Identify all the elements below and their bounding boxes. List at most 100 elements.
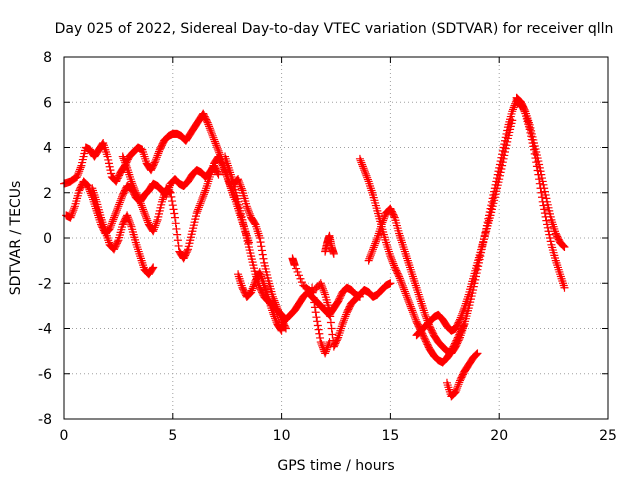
data-point bbox=[372, 235, 381, 244]
data-point bbox=[421, 312, 430, 321]
data-point bbox=[171, 219, 180, 228]
data-point bbox=[113, 204, 122, 213]
data-point bbox=[387, 255, 396, 264]
data-point bbox=[196, 199, 205, 208]
data-point bbox=[193, 207, 202, 216]
data-point bbox=[151, 157, 160, 166]
data-point bbox=[151, 221, 160, 230]
data-points bbox=[60, 93, 569, 401]
series-track-o bbox=[512, 93, 569, 252]
data-point bbox=[389, 259, 398, 268]
data-point bbox=[68, 207, 77, 216]
data-point bbox=[106, 166, 115, 175]
data-point bbox=[136, 199, 145, 208]
data-point bbox=[123, 211, 132, 220]
data-point bbox=[247, 286, 256, 295]
data-point bbox=[314, 325, 323, 334]
data-point bbox=[471, 350, 480, 359]
data-point bbox=[205, 124, 214, 133]
data-point bbox=[498, 158, 507, 167]
data-point bbox=[212, 141, 221, 150]
data-point bbox=[497, 164, 506, 173]
data-point bbox=[319, 286, 328, 295]
y-tick-label: -2 bbox=[38, 276, 52, 292]
data-point bbox=[165, 187, 174, 196]
data-point bbox=[371, 239, 380, 248]
data-point bbox=[458, 307, 467, 316]
data-point bbox=[75, 165, 84, 174]
data-point bbox=[545, 230, 554, 239]
data-point bbox=[110, 213, 119, 222]
data-point bbox=[360, 166, 369, 175]
data-point bbox=[517, 100, 526, 109]
data-point bbox=[70, 204, 79, 213]
series-track-c bbox=[88, 184, 158, 279]
data-point bbox=[258, 250, 267, 259]
data-point bbox=[276, 325, 285, 334]
data-point bbox=[453, 382, 462, 391]
data-point bbox=[308, 283, 317, 292]
data-point bbox=[271, 314, 280, 323]
data-point bbox=[542, 216, 551, 225]
data-point bbox=[358, 162, 367, 171]
data-point bbox=[379, 216, 388, 225]
data-point bbox=[388, 257, 397, 266]
data-point bbox=[458, 309, 467, 318]
data-point bbox=[234, 177, 243, 186]
data-point bbox=[169, 205, 178, 214]
data-point bbox=[456, 313, 465, 322]
data-point bbox=[533, 166, 542, 175]
y-tick-label: 8 bbox=[43, 50, 52, 66]
data-point bbox=[125, 217, 134, 226]
data-point bbox=[104, 155, 113, 164]
data-point bbox=[526, 128, 535, 137]
data-point bbox=[152, 217, 161, 226]
data-point bbox=[453, 384, 462, 393]
data-point bbox=[136, 197, 145, 206]
data-point bbox=[401, 289, 410, 298]
data-point bbox=[338, 319, 347, 328]
data-point bbox=[235, 178, 244, 187]
data-point bbox=[200, 188, 209, 197]
data-point bbox=[220, 165, 229, 174]
data-point bbox=[293, 267, 302, 276]
data-point bbox=[546, 237, 555, 246]
data-point bbox=[83, 181, 92, 190]
data-point bbox=[270, 296, 279, 305]
data-point bbox=[205, 122, 214, 131]
data-point bbox=[69, 206, 78, 215]
data-point bbox=[210, 137, 219, 146]
data-point bbox=[406, 302, 415, 311]
data-point bbox=[183, 246, 192, 255]
data-point bbox=[317, 281, 326, 290]
data-point bbox=[408, 308, 417, 317]
data-point bbox=[313, 321, 322, 330]
data-point bbox=[529, 142, 538, 151]
data-point bbox=[275, 309, 284, 318]
axis-ticks: 0 5 10 15 20 25 -8 -6 -4 -2 0 2 4 6 8 bbox=[38, 50, 617, 444]
data-point bbox=[122, 161, 131, 170]
data-point bbox=[274, 307, 283, 316]
data-point bbox=[532, 162, 541, 171]
data-point bbox=[211, 139, 220, 148]
data-point bbox=[315, 329, 324, 338]
data-point bbox=[321, 347, 330, 356]
data-point bbox=[404, 296, 413, 305]
data-point bbox=[324, 341, 333, 350]
data-point bbox=[341, 312, 350, 321]
data-point bbox=[358, 160, 367, 169]
data-point bbox=[398, 280, 407, 289]
data-point bbox=[508, 107, 517, 116]
data-point bbox=[244, 206, 253, 215]
data-point bbox=[115, 200, 124, 209]
data-point bbox=[111, 209, 120, 218]
data-point bbox=[74, 169, 83, 178]
data-point bbox=[107, 221, 116, 230]
series-track-d bbox=[118, 152, 253, 263]
data-point bbox=[363, 175, 372, 184]
data-point bbox=[325, 306, 334, 315]
data-point bbox=[452, 385, 461, 394]
data-point bbox=[527, 132, 536, 141]
series-track-m bbox=[412, 116, 517, 340]
data-point bbox=[407, 304, 416, 313]
